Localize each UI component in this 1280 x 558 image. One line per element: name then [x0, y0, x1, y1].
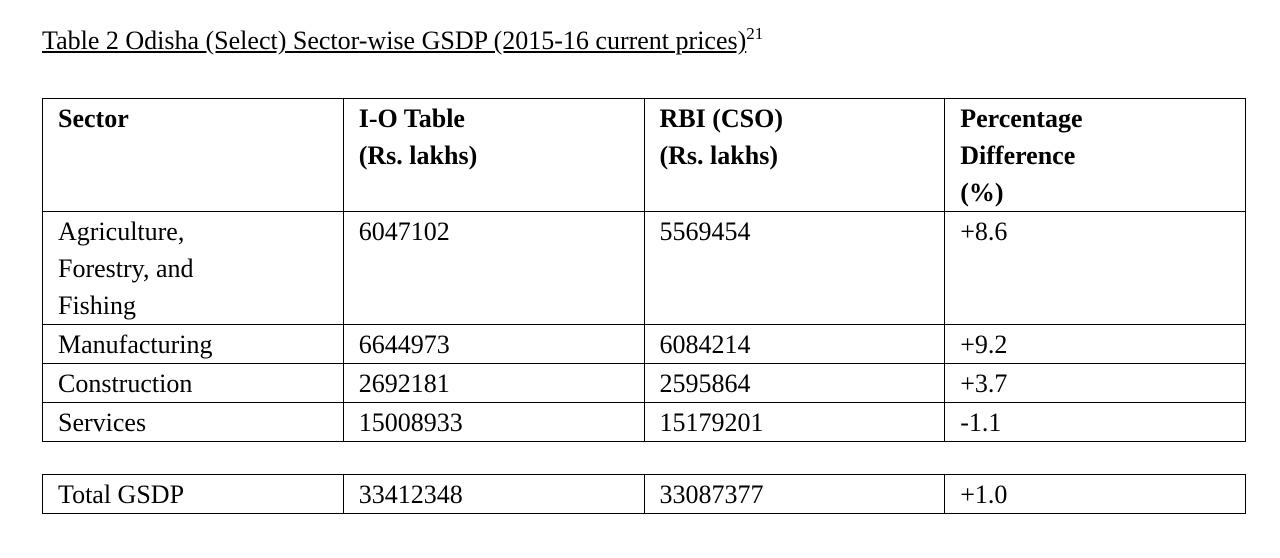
cell-text: (%) [960, 178, 1004, 207]
footnote-mark: 21 [746, 24, 764, 43]
table-cell: 15008933 [343, 403, 645, 442]
cell-text: Agriculture, [58, 217, 185, 246]
table-row: Agriculture, Forestry, and Fishing 6047102 5… [43, 212, 1246, 325]
table-cell: Services [43, 403, 344, 442]
cell-text: Fishing [58, 291, 137, 320]
cell-text: +3.7 [960, 369, 1008, 398]
cell-text: Total GSDP [58, 480, 185, 509]
table-cell: Total GSDP [43, 475, 344, 514]
cell-text: Construction [58, 369, 193, 398]
table-cell: 33412348 [343, 475, 645, 514]
cell-text: +8.6 [960, 217, 1008, 246]
table-row: Construction 2692181 2595864 +3.7 [43, 364, 1246, 403]
table-title: Table 2 Odisha (Select) Sector-wise GSDP… [42, 24, 764, 56]
data-table: Sector I-O Table (Rs. lakhs) RBI (CSO) (Rs. … [42, 98, 1246, 442]
cell-text: 15008933 [358, 408, 463, 437]
table-cell: Construction [43, 364, 344, 403]
table-cell: 6084214 [644, 325, 946, 364]
table-cell: 6644973 [343, 325, 645, 364]
cell-text: Manufacturing [58, 330, 213, 359]
cell-text: 2692181 [358, 369, 450, 398]
cell-text: -1.1 [960, 408, 1002, 437]
cell-text: Percentage [960, 104, 1083, 133]
table-cell: I-O Table (Rs. lakhs) [343, 99, 645, 212]
cell-text: +9.2 [960, 330, 1008, 359]
cell-text: 6047102 [358, 217, 450, 246]
table-cell: +1.0 [945, 475, 1246, 514]
table-row: Manufacturing 6644973 6084214 +9.2 [43, 325, 1246, 364]
header-row: Sector I-O Table (Rs. lakhs) RBI (CSO) (Rs. … [43, 99, 1246, 212]
cell-text: (Rs. lakhs) [358, 141, 478, 170]
table-cell: RBI (CSO) (Rs. lakhs) [644, 99, 946, 212]
table-cell: Agriculture, Forestry, and Fishing [43, 212, 344, 325]
table-row: Services 15008933 15179201 -1.1 [43, 403, 1246, 442]
table-cell: 2595864 [644, 364, 946, 403]
total-table: Total GSDP 33412348 33087377 +1.0 [42, 474, 1246, 514]
cell-text: 6084214 [659, 330, 751, 359]
table-cell: Percentage Difference (%) [945, 99, 1246, 212]
table-cell: 2692181 [343, 364, 645, 403]
cell-text: 33412348 [358, 480, 463, 509]
cell-text: Sector [58, 104, 129, 133]
table-cell: 33087377 [644, 475, 946, 514]
cell-text: Difference [960, 141, 1076, 170]
cell-text: I-O Table [358, 104, 465, 133]
table-cell: 6047102 [343, 212, 645, 325]
table-cell: -1.1 [945, 403, 1246, 442]
table-cell: 15179201 [644, 403, 946, 442]
table-cell: Sector [43, 99, 344, 212]
cell-text: Services [58, 408, 147, 437]
cell-text: Forestry, and [58, 254, 194, 283]
cell-text: +1.0 [960, 480, 1008, 509]
cell-text: (Rs. lakhs) [659, 141, 778, 170]
title-text: Table 2 Odisha (Select) Sector-wise GSDP… [42, 26, 747, 55]
cell-text: 33087377 [659, 480, 764, 509]
cell-text: RBI (CSO) [659, 104, 784, 133]
table-cell: +8.6 [945, 212, 1246, 325]
table-cell: +3.7 [945, 364, 1246, 403]
table-cell: +9.2 [945, 325, 1246, 364]
table-cell: 5569454 [644, 212, 946, 325]
table-row: Total GSDP 33412348 33087377 +1.0 [43, 475, 1246, 514]
table-cell: Manufacturing [43, 325, 344, 364]
cell-text: 15179201 [659, 408, 764, 437]
cell-text: 2595864 [659, 369, 751, 398]
cell-text: 5569454 [659, 217, 751, 246]
cell-text: 6644973 [358, 330, 450, 359]
